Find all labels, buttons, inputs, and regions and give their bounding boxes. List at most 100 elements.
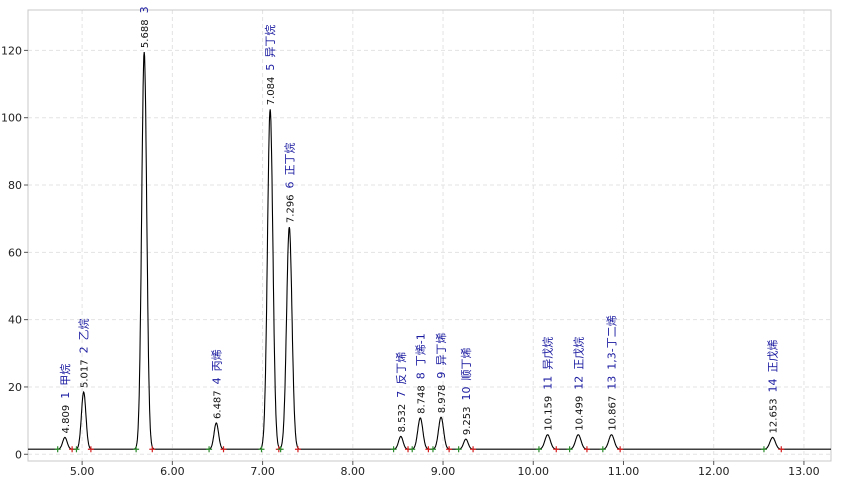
y-tick-label: 60 [8,246,22,259]
peak-annotation: 10.499 12 正戊烷 [571,337,585,431]
peak-boundary-marker [277,446,284,453]
y-tick-label: 20 [8,381,22,394]
compound-name-label: 丁烯-1 [414,333,427,366]
peak-label-6: 7.296 6 正丁烷 [282,142,296,223]
peak-label-2: 5.017 2 乙烷 [77,318,91,388]
peak-annotation: 8.978 9 异丁烯 [435,333,448,414]
compound-name-label: 异戊烷 [541,337,555,370]
peak-label-14: 12.653 14 正戊烯 [767,339,780,433]
y-tick-label: 0 [15,448,22,461]
y-tick-label: 40 [8,314,22,327]
x-tick-label: 8.00 [341,465,366,478]
peak-label-9: 8.978 9 异丁烯 [435,333,448,414]
peak-boundary-marker [470,446,477,453]
integration-markers [54,446,785,453]
peak-label-13: 10.867 13 1,3-丁二烯 [605,315,618,430]
peak-number-label: 8 [414,372,427,379]
peak-label-3: 5.6883丙烷 [137,0,151,48]
x-tick-label: 13.00 [788,465,820,478]
peak-annotation: 6.487 4 丙烯 [210,349,223,419]
peak-number-label: 14 [767,378,780,392]
peak-annotation: 7.084 5 异丁烷 [263,25,277,106]
peak-annotation: 4.809 1 甲烷 [58,364,72,434]
peak-number-label: 5 [264,64,277,71]
peak-boundary-marker [73,446,80,453]
peak-number-label: 9 [435,372,448,379]
retention-time-label: 5.688 [140,19,151,48]
plot-frame [27,9,832,462]
peak-number-label: 6 [283,181,296,188]
peak-boundary-marker [429,446,436,453]
peak-boundary-marker [87,446,94,453]
compound-name-label: 乙烷 [77,318,91,340]
retention-time-label: 12.653 [769,398,780,433]
x-tick-label: 9.00 [431,465,456,478]
peak-number-label: 13 [605,376,618,390]
retention-time-label: 8.978 [437,385,448,414]
compound-name-label: 正戊烯 [767,339,780,372]
compound-name-label: 甲烷 [58,364,72,386]
peak-boundary-marker [553,446,560,453]
y-tick-label: 120 [1,44,22,57]
peak-annotation: 5.017 2 乙烷 [77,318,91,388]
compound-name-label: 顺丁烯 [460,347,473,380]
peak-boundary-marker [455,446,462,453]
peak-boundary-marker [206,446,213,453]
peak-annotation: 8.748 8 丁烯-1 [414,333,427,414]
peak-label-7: 8.532 7 反丁烯 [395,352,408,433]
peak-number-label: 1 [59,392,72,399]
retention-time-label: 8.748 [416,385,427,414]
compound-name-label: 反丁烯 [395,352,408,385]
peak-boundary-marker [446,446,453,453]
retention-time-label: 10.159 [544,396,555,431]
compound-name-label: 正丁烷 [282,142,296,175]
peak-boundary-marker [760,446,767,453]
y-tick-label: 80 [8,179,22,192]
peak-boundary-marker [54,446,61,453]
compound-name-label: 1,3-丁二烯 [605,315,618,369]
peak-number-label: 4 [210,377,223,384]
chromatogram-trace [28,52,831,450]
peak-label-5: 7.084 5 异丁烷 [263,25,277,106]
peak-annotation: 7.296 6 正丁烷 [282,142,296,223]
peak-boundary-marker [566,446,573,453]
peak-boundary-marker [220,446,227,453]
retention-time-label: 7.084 [266,77,277,106]
peak-boundary-marker [617,446,624,453]
retention-time-label: 10.499 [574,396,585,431]
compound-name-label: 丙烯 [210,349,223,371]
peak-label-10: 9.253 10 顺丁烯 [460,347,473,435]
peak-number-label: 2 [78,346,91,353]
peak-label-4: 6.487 4 丙烯 [210,349,223,419]
peak-boundary-marker [294,446,301,453]
peak-annotation: 5.6883丙烷 [137,0,151,48]
axes: 5.00 6.00 7.00 8.00 9.00 10.00 11.00 12.00 13.00… [1,44,820,478]
x-tick-label: 7.00 [250,465,275,478]
retention-time-label: 4.809 [61,405,72,434]
peak-number-label: 11 [542,376,555,390]
peak-annotation: 10.159 11 异戊烷 [541,337,555,431]
peak-boundary-marker [258,446,265,453]
compound-name-label: 异丁烯 [435,333,448,366]
peak-label-8: 8.748 8 丁烯-1 [414,333,427,414]
peak-number-label: 3 [138,6,151,13]
peak-number-label: 7 [395,391,408,398]
peak-label-11: 10.159 11 异戊烷 [541,337,555,431]
peak-boundary-marker [535,446,542,453]
compound-name-label: 正戊烷 [571,337,585,370]
retention-time-label: 5.017 [80,359,91,388]
peak-annotation: 8.532 7 反丁烯 [395,352,408,433]
retention-time-label: 7.296 [285,194,296,223]
peak-boundary-marker [133,446,140,453]
retention-time-label: 8.532 [397,404,408,433]
peak-label-1: 4.809 1 甲烷 [58,364,72,434]
peak-number-label: 10 [460,386,473,400]
peak-annotation: 10.867 13 1,3-丁二烯 [605,315,618,430]
x-tick-label: 6.00 [160,465,185,478]
grid-lines [28,10,831,461]
compound-name-label: 异丁烷 [263,25,277,58]
peak-boundary-marker [409,446,416,453]
retention-time-label: 6.487 [212,390,223,419]
x-tick-label: 12.00 [698,465,730,478]
